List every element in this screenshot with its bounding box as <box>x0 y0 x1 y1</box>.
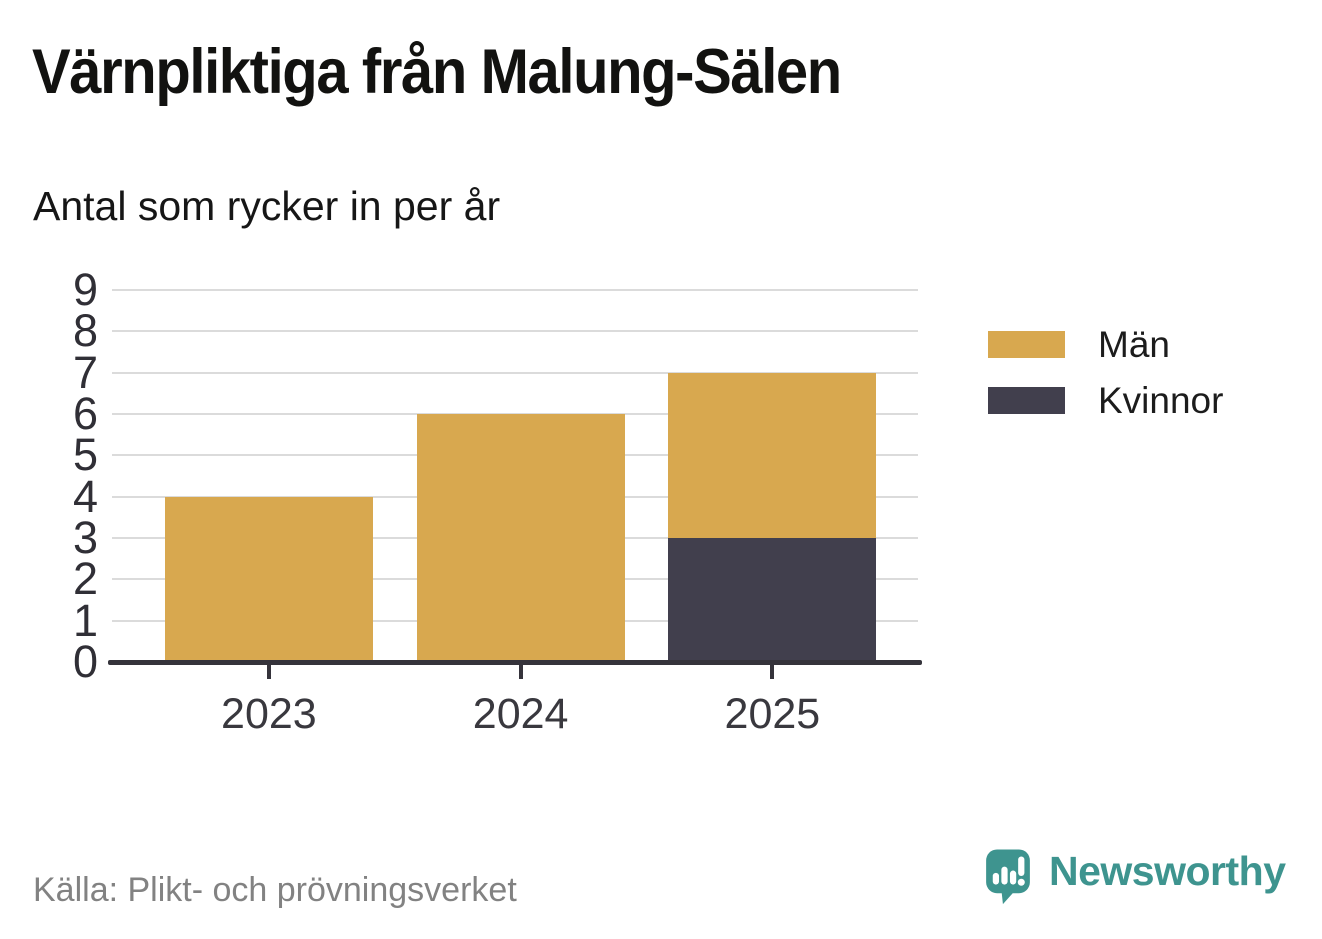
x-axis-tick-label: 2024 <box>472 690 569 738</box>
x-axis-tick-mark <box>518 665 523 679</box>
logo-bar-large <box>1009 870 1017 885</box>
chart-title: Värnpliktiga från Malung-Sälen <box>32 37 842 107</box>
x-axis-tick-label: 2025 <box>724 690 821 738</box>
newsworthy-logo: Newsworthy <box>983 846 1286 906</box>
bar-segment-män <box>416 414 625 662</box>
newsworthy-wordmark: Newsworthy <box>1049 848 1286 894</box>
logo-bar-medium <box>1001 866 1008 885</box>
x-axis-line <box>108 660 922 665</box>
bar-segment-män <box>164 496 373 662</box>
legend-label: Män <box>1098 324 1170 365</box>
legend-swatch <box>988 331 1065 358</box>
bar-segment-män <box>668 372 877 538</box>
legend-swatch <box>988 387 1065 414</box>
logo-exclamation-bar <box>1018 856 1025 876</box>
logo-exclamation-dot <box>1017 878 1025 886</box>
newsworthy-speech-bubble-icon <box>986 849 1030 905</box>
gridline <box>112 289 918 291</box>
bar-segment-kvinnor <box>668 538 877 662</box>
logo-bar-small <box>992 872 1000 885</box>
legend: Män Kvinnor <box>988 324 1224 443</box>
x-axis-tick-mark <box>266 665 271 679</box>
legend-label: Kvinnor <box>1098 380 1224 421</box>
chart-subtitle: Antal som rycker in per år <box>33 183 501 229</box>
legend-item-män: Män <box>988 324 1223 365</box>
x-axis-labels: 2023 2024 2025 <box>112 690 918 740</box>
x-axis-tick-label: 2023 <box>221 690 317 738</box>
gridline <box>112 371 918 374</box>
plot-area <box>108 289 922 679</box>
x-axis-tick-mark <box>770 665 775 679</box>
source-note: Källa: Plikt- och prövningsverket <box>33 871 517 909</box>
legend-item-kvinnor: Kvinnor <box>988 380 1224 421</box>
gridline <box>112 330 918 333</box>
